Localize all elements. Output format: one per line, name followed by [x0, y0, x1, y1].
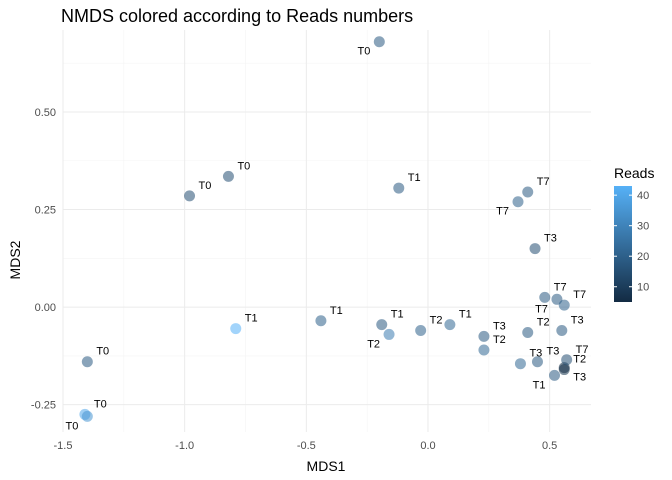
point-label: T3	[546, 346, 559, 358]
data-point	[531, 356, 543, 368]
point-label: T2	[573, 354, 586, 366]
data-point	[444, 319, 456, 331]
data-point	[376, 319, 388, 331]
point-label: T2	[430, 315, 443, 327]
point-label: T1	[391, 309, 404, 321]
data-point	[522, 186, 534, 198]
data-point	[81, 410, 93, 422]
y-axis-title: MDS2	[7, 240, 23, 279]
data-point	[230, 323, 242, 335]
data-point	[556, 325, 568, 337]
point-label: T2	[537, 316, 550, 328]
data-point	[81, 356, 93, 368]
legend-tick-label: 40	[637, 190, 649, 202]
data-point	[383, 328, 395, 340]
data-point	[512, 196, 524, 208]
y-tick-label: 0.25	[35, 205, 56, 217]
point-label: T7	[537, 176, 550, 188]
point-label: T0	[94, 398, 107, 410]
point-labels: T0 T0 T0 T1 T7 T7 T3 T7 T7 T7 T1 T1 T1 T2 T2 T1 T3 T2 T3 T2…	[65, 46, 588, 433]
data-point	[184, 190, 196, 202]
legend-tick-label: 30	[637, 221, 649, 233]
y-tick-label: 0.50	[35, 107, 56, 119]
y-tick-labels: -0.25 0.00 0.25 0.50	[31, 107, 56, 412]
point-label: T0	[199, 180, 212, 192]
point-label: T3	[573, 372, 586, 384]
data-point	[478, 330, 490, 342]
data-point	[561, 354, 573, 366]
point-label: T7	[554, 281, 567, 293]
data-point	[549, 369, 561, 381]
x-tick-label: -0.5	[297, 440, 316, 452]
data-point	[529, 243, 541, 255]
x-tick-labels: -1.5 -1.0 -0.5 0.0 0.5	[54, 440, 558, 452]
chart-title: NMDS colored according to Reads numbers	[61, 6, 413, 26]
point-label: T3	[493, 320, 506, 332]
legend: Reads 10 20 30 40	[614, 165, 654, 302]
legend-colorbar	[614, 186, 632, 302]
data-point	[373, 36, 385, 48]
point-label: T0	[237, 160, 250, 172]
data-point	[558, 299, 570, 311]
point-label: T1	[533, 379, 546, 391]
data-point	[539, 291, 551, 303]
data-point	[415, 325, 427, 337]
x-tick-label: -1.0	[175, 440, 194, 452]
data-point	[393, 182, 405, 194]
point-label: T0	[65, 420, 78, 432]
point-label: T1	[459, 309, 472, 321]
point-label: T1	[408, 172, 421, 184]
point-label: T7	[573, 289, 586, 301]
legend-ticks: 10 20 30 40	[614, 190, 649, 294]
data-point	[222, 170, 234, 182]
data-point	[514, 358, 526, 370]
x-tick-label: -1.5	[54, 440, 73, 452]
point-label: T2	[367, 338, 380, 350]
legend-tick-label: 10	[637, 282, 649, 294]
point-label: T0	[357, 46, 370, 58]
x-tick-label: 0.0	[420, 440, 435, 452]
legend-title: Reads	[614, 165, 654, 181]
grid	[62, 30, 591, 432]
data-point	[315, 315, 327, 327]
data-point	[522, 326, 534, 338]
point-label: T7	[496, 206, 509, 218]
y-tick-label: 0.00	[35, 302, 56, 314]
point-label: T3	[571, 315, 584, 327]
point-label: T7	[576, 344, 589, 356]
point-label: T1	[245, 313, 258, 325]
y-tick-label: -0.25	[31, 400, 56, 412]
point-label: T1	[330, 305, 343, 317]
data-point	[551, 293, 563, 305]
point-label: T7	[535, 303, 548, 315]
x-axis-title: MDS1	[307, 458, 346, 474]
data-points	[79, 36, 573, 422]
point-label: T2	[493, 334, 506, 346]
point-label: T3	[544, 233, 557, 245]
point-label: T0	[96, 346, 109, 358]
legend-tick-label: 20	[637, 251, 649, 263]
x-tick-label: 0.5	[542, 440, 557, 452]
data-point	[478, 344, 490, 356]
